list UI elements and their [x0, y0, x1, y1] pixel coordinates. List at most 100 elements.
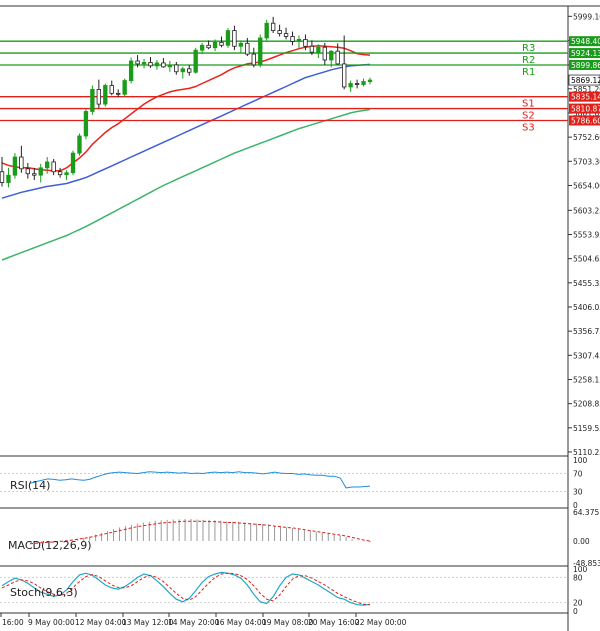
level-price-tag-text: 5924.13 [571, 49, 600, 58]
stoch-main-line [1, 571, 371, 606]
level-price-tag-bg [569, 91, 600, 102]
candle-body [232, 30, 237, 47]
time-tick-label: 16:00 [2, 618, 24, 627]
level-price-tag-text: 5899.86 [571, 61, 600, 70]
candle-body [77, 135, 82, 154]
candle-body [258, 37, 263, 66]
level-label-r1: R1 [522, 67, 535, 78]
stoch-tick-label: 0 [573, 607, 578, 616]
time-tick-label: 20 May 16:00 [308, 618, 360, 627]
candle-body [206, 44, 211, 49]
price-tick-label: 5455.35 [573, 279, 600, 288]
level-price-tag-bg [569, 36, 600, 47]
price-tick-label: 5406.05 [573, 303, 600, 312]
price-tick-label: 5307.45 [573, 351, 600, 360]
candle-body [303, 39, 308, 47]
rsi-pane: 100 70 30 0 [0, 456, 588, 510]
level-price-tag-bg [569, 103, 600, 114]
candle-body [148, 62, 153, 67]
candle-body [167, 64, 173, 68]
candle-body [348, 83, 353, 88]
price-tick-label: 5356.75 [573, 327, 600, 336]
rsi-tick-label: 0 [573, 501, 578, 510]
macd-tick-label: 0.00 [573, 537, 590, 546]
time-tick-label: 14 May 20:00 [168, 618, 220, 627]
candle-body [361, 81, 366, 85]
time-tick-label: 12 May 04:00 [75, 618, 127, 627]
level-price-tag-bg [569, 115, 600, 126]
level-label-s2: S2 [522, 111, 535, 122]
candle-body [251, 53, 256, 66]
level-price-tag-bg [569, 48, 600, 59]
candle-body [225, 30, 231, 46]
candle-body [309, 45, 315, 53]
level-price-tags: 5948.40 5924.13 5899.86 5835.14 5810.87 5786.… [568, 36, 600, 126]
stoch-title: Stoch(9,6,3) [10, 586, 78, 599]
price-tick-label: 5654.00 [573, 181, 600, 190]
price-tick-label: 5258.15 [573, 375, 600, 384]
current-price-tag-text: 5869.12 [571, 76, 600, 85]
candle-body [174, 64, 179, 73]
candle-body [109, 85, 114, 94]
ma-slow-line [1, 108, 371, 261]
level-price-tag-text: 5810.87 [571, 105, 600, 114]
price-tick-label: 5603.25 [573, 206, 600, 215]
candle-body [212, 41, 218, 49]
ma-fast-line [1, 45, 371, 172]
price-tick-label: 5851.20 [573, 85, 600, 94]
candle-body [45, 161, 50, 169]
macd-pane: 64.375 0.00 -48.853 [29, 508, 600, 568]
candle-body [135, 60, 140, 65]
macd-tick-label: 64.375 [573, 508, 599, 517]
level-label-r3: R3 [522, 43, 535, 54]
candle-body [296, 39, 302, 42]
candle-body [270, 22, 276, 31]
candle-body [329, 50, 334, 61]
rsi-tick-label: 100 [573, 456, 588, 465]
candle-body [322, 46, 327, 61]
time-tick-label: 22 May 00:00 [355, 618, 407, 627]
candle-body [180, 68, 185, 73]
level-price-tag-text: 5948.40 [571, 37, 600, 46]
candle-body [335, 50, 340, 65]
price-tick-label: 5110.25 [573, 448, 600, 457]
price-tick-label: 5752.60 [573, 133, 600, 142]
candle-body [57, 171, 63, 176]
time-tick-label: 9 May 00:00 [28, 618, 75, 627]
price-tick-label: 5999.10 [573, 12, 600, 21]
time-tick-label: 13 May 12:00 [122, 618, 174, 627]
candle-body [128, 60, 134, 81]
macd-tick-label: -48.853 [573, 559, 600, 568]
candle-body [277, 30, 282, 34]
candle-body [19, 156, 24, 170]
price-tick-label: 5159.55 [573, 424, 600, 433]
candle-body [70, 152, 76, 174]
moving-average-lines [1, 45, 371, 261]
candle-body [51, 161, 56, 173]
current-price-tag-bg [568, 74, 600, 86]
candle-body [25, 168, 30, 175]
time-tick-label: 16 May 04:00 [215, 618, 267, 627]
candle-body [122, 80, 127, 95]
price-tick-label: 5703.30 [573, 157, 600, 166]
candle-body [316, 46, 321, 53]
candle-body [6, 174, 11, 183]
candle-body [219, 41, 224, 46]
candle-body [32, 173, 37, 176]
candle-body [238, 42, 244, 47]
candle-body [154, 62, 160, 67]
rsi-title: RSI(14) [10, 479, 50, 492]
candle-body [354, 83, 360, 85]
candle-body [187, 68, 192, 73]
stoch-signal-line [1, 572, 371, 606]
candle-body [341, 63, 347, 88]
stoch-tick-label: 20 [573, 599, 583, 608]
level-label-s1: S1 [522, 99, 535, 110]
candle-body [64, 172, 69, 176]
candle-body [96, 89, 102, 105]
candle-body [83, 111, 89, 137]
candle-body [367, 79, 373, 82]
